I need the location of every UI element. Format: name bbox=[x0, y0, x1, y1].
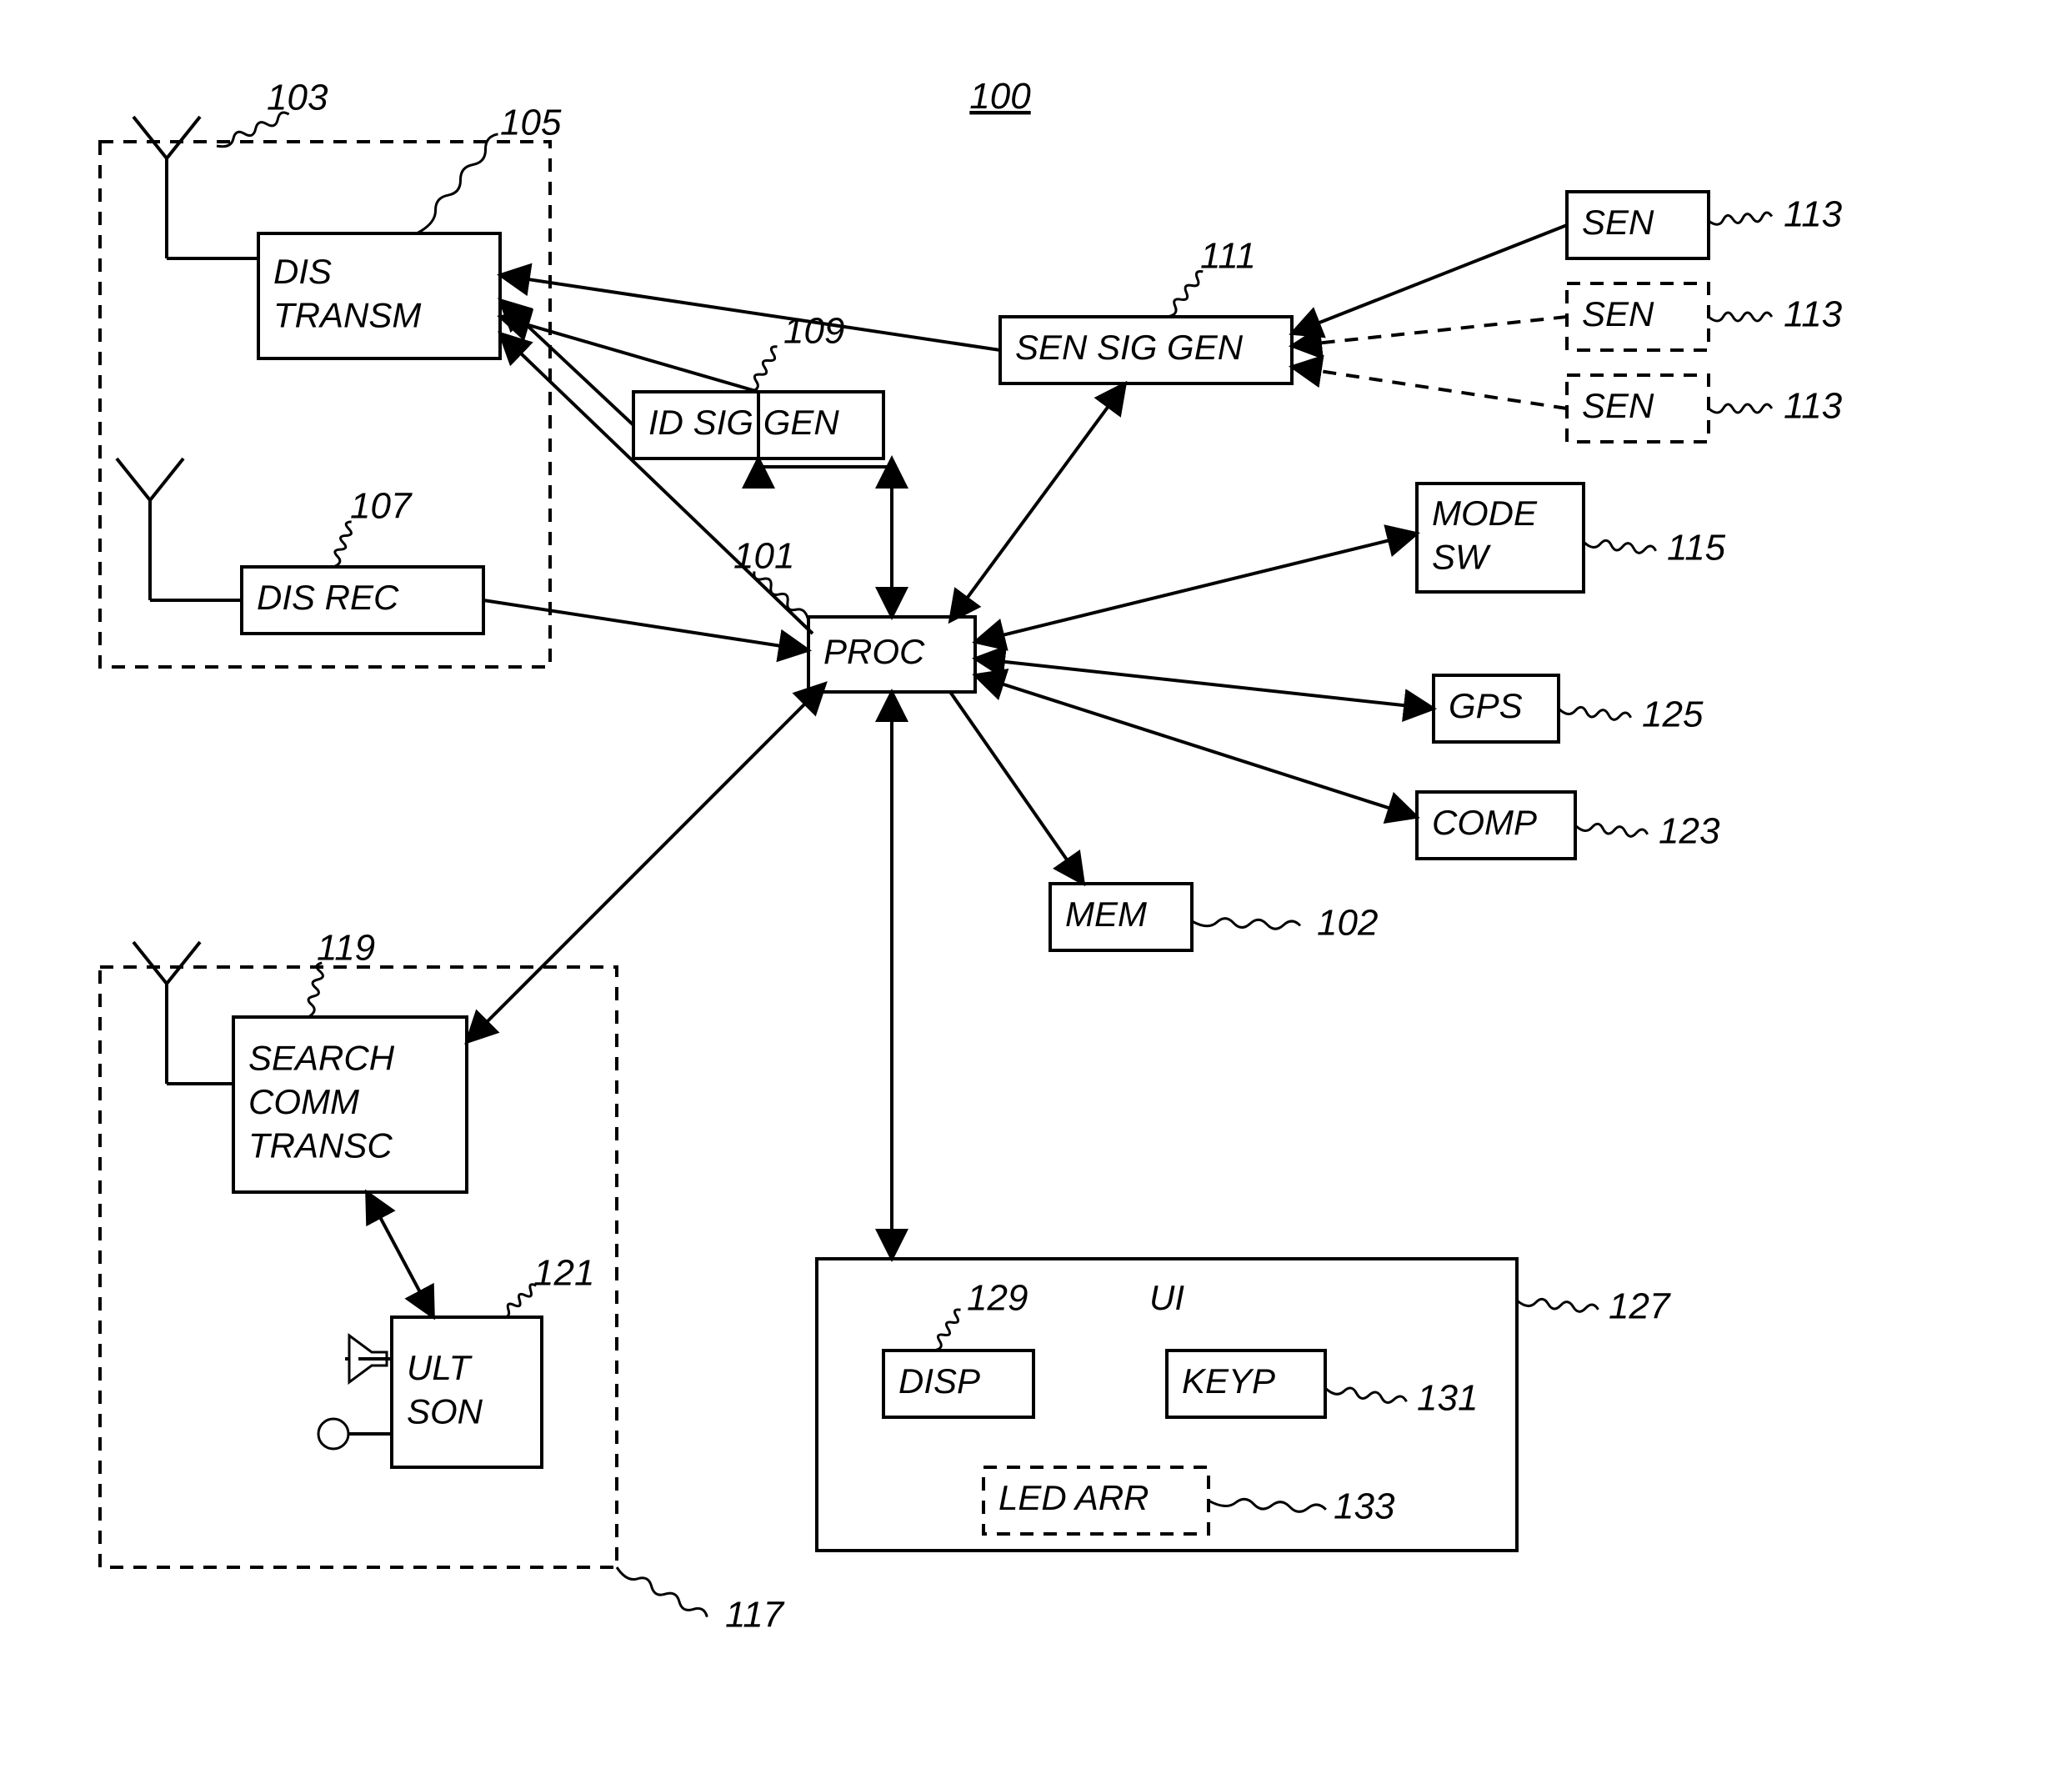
box-label-sen2-0: SEN bbox=[1582, 294, 1654, 333]
ref-lead-109 bbox=[750, 347, 778, 392]
box-label-sen_sig_gen-0: SEN SIG GEN bbox=[1015, 328, 1244, 367]
arrow-16 bbox=[950, 692, 1084, 884]
ref-label-113: 113 bbox=[1784, 386, 1843, 427]
arrow-12 bbox=[950, 383, 1125, 621]
arrow-2 bbox=[500, 300, 633, 425]
box-label-led_arr-0: LED ARR bbox=[998, 1478, 1149, 1517]
arrow-0 bbox=[483, 600, 808, 650]
ref-label-129: 129 bbox=[967, 1278, 1028, 1319]
ref-label-117: 117 bbox=[725, 1595, 785, 1636]
box-label-dis_transm-1: TRANSM bbox=[273, 295, 421, 334]
ref-lead-127 bbox=[1517, 1299, 1599, 1311]
ref-lead-117 bbox=[617, 1567, 707, 1617]
box-label-ult_son-1: SON bbox=[407, 1391, 483, 1431]
ref-lead-123 bbox=[1575, 824, 1648, 836]
ref-label-131: 131 bbox=[1417, 1378, 1478, 1419]
arrow-11 bbox=[500, 317, 758, 392]
ref-label-115: 115 bbox=[1667, 528, 1726, 569]
box-label-disp-0: DISP bbox=[898, 1361, 980, 1401]
ref-lead-119 bbox=[308, 963, 323, 1017]
ref-lead-125 bbox=[1559, 707, 1631, 719]
box-label-sen3-0: SEN bbox=[1582, 386, 1654, 425]
ref-lead-115 bbox=[1584, 540, 1656, 553]
mic-icon bbox=[318, 1419, 348, 1449]
ref-lead-111 bbox=[1167, 271, 1203, 317]
ref-label-111: 111 bbox=[1200, 236, 1256, 277]
ref-label-107: 107 bbox=[350, 486, 413, 527]
box-label-search-1: COMM bbox=[248, 1082, 359, 1121]
box-label-mode_sw-0: MODE bbox=[1432, 494, 1538, 533]
arrow-15 bbox=[975, 675, 1417, 817]
ref-label-119: 119 bbox=[317, 928, 375, 969]
ref-lead-102 bbox=[1192, 919, 1300, 930]
arrow-13 bbox=[975, 534, 1417, 642]
ref-label-113: 113 bbox=[1784, 294, 1843, 335]
ref-lead-113 bbox=[1709, 213, 1772, 224]
ref-lead-113 bbox=[1709, 313, 1772, 321]
ref-lead-105 bbox=[417, 134, 498, 233]
box-label-dis_rec-0: DIS REC bbox=[257, 578, 399, 617]
ref-label-102: 102 bbox=[1317, 903, 1378, 944]
box-label-sen1-0: SEN bbox=[1582, 203, 1654, 242]
ref-lead-107 bbox=[333, 522, 352, 567]
ref-label-123: 123 bbox=[1659, 811, 1720, 852]
arrow-14 bbox=[975, 659, 1434, 709]
arrow-1 bbox=[500, 333, 813, 634]
ref-label-127: 127 bbox=[1609, 1286, 1671, 1327]
box-label-comp-0: COMP bbox=[1432, 803, 1537, 842]
box-label-gps-0: GPS bbox=[1449, 686, 1523, 725]
arrow-18 bbox=[467, 684, 825, 1042]
box-label-id_sig_gen-0: ID SIG GEN bbox=[648, 403, 839, 442]
ref-label-121: 121 bbox=[533, 1253, 594, 1294]
box-label-search-0: SEARCH bbox=[248, 1039, 395, 1078]
ref-lead-131 bbox=[1325, 1388, 1407, 1403]
ref-label-103: 103 bbox=[267, 78, 328, 118]
box-label-keyp-0: KEYP bbox=[1182, 1361, 1275, 1401]
figure-title: 100 bbox=[969, 76, 1031, 117]
box-label-mem-0: MEM bbox=[1065, 895, 1147, 934]
box-label-dis_transm-0: DIS bbox=[273, 252, 332, 291]
arrow-5 bbox=[1292, 225, 1567, 333]
box-label-proc-0: PROC bbox=[823, 632, 925, 671]
arrow-7 bbox=[1292, 367, 1567, 408]
box-label-ult_son-0: ULT bbox=[407, 1348, 473, 1387]
ref-lead-121 bbox=[500, 1285, 536, 1318]
ref-label-125: 125 bbox=[1642, 694, 1704, 735]
ref-label-113: 113 bbox=[1784, 194, 1843, 235]
ref-label-101: 101 bbox=[733, 536, 794, 577]
arrow-19 bbox=[367, 1192, 433, 1317]
ref-label-105: 105 bbox=[500, 103, 562, 143]
ref-lead-113 bbox=[1709, 404, 1772, 413]
ref-lead-129 bbox=[933, 1310, 961, 1351]
ref-label-133: 133 bbox=[1334, 1486, 1395, 1527]
box-label-mode_sw-1: SW bbox=[1432, 537, 1491, 576]
ref-lead-133 bbox=[1209, 1499, 1326, 1511]
ref-lead-101 bbox=[754, 571, 808, 621]
arrow-6 bbox=[1292, 317, 1567, 346]
ref-label-109: 109 bbox=[783, 311, 844, 352]
ui-label: UI bbox=[1149, 1278, 1184, 1317]
box-label-search-2: TRANSC bbox=[248, 1126, 393, 1165]
